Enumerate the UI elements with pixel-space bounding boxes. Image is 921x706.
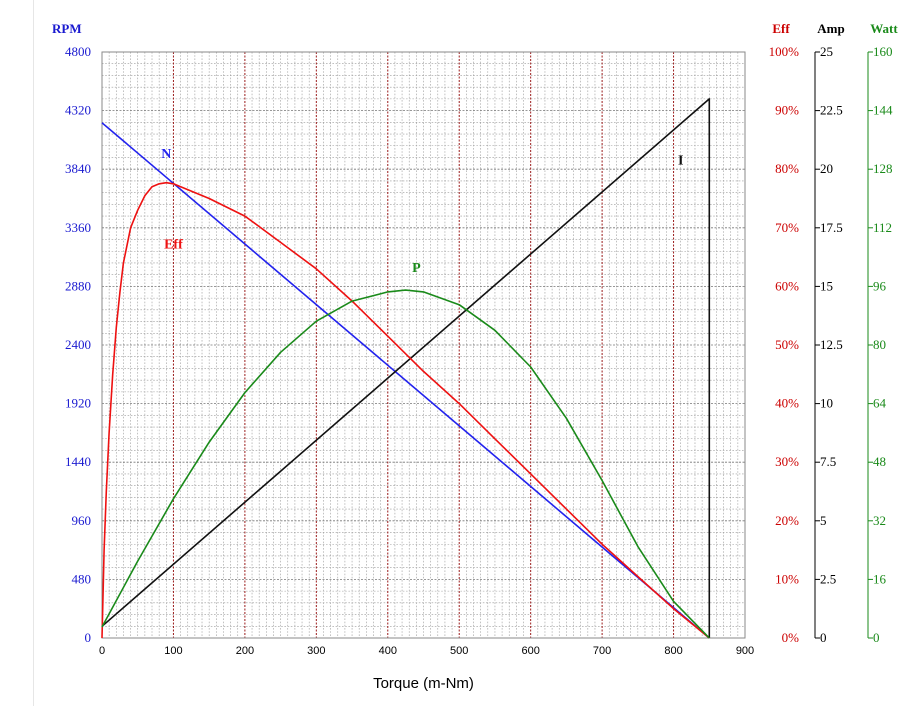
rpm-tick-label: 3840 [65,161,91,176]
x-tick-label: 100 [164,645,182,657]
page-edge-rule [33,0,34,706]
series-label-p: P [412,261,421,276]
rpm-tick-label: 4800 [65,44,91,59]
amp-axis-title: Amp [817,21,844,36]
eff-tick-label: 20% [775,513,799,528]
eff-tick-label: 0% [782,630,800,645]
series-line-i [101,98,711,638]
watt-tick-label: 32 [873,513,886,528]
amp-tick-label: 10 [820,396,833,411]
major-grid-v [172,52,675,638]
series-label-eff: Eff [164,237,183,252]
amp-tick-label: 12.5 [820,337,843,352]
amp-tick-label: 22.5 [820,103,843,118]
rpm-tick-label: 1440 [65,454,91,469]
amp-tick-label: 7.5 [820,454,836,469]
eff-tick-label: 70% [775,220,799,235]
rpm-tick-label: 960 [72,513,92,528]
series-label-n: N [161,147,171,162]
watt-tick-label: 96 [873,278,887,293]
watt-axis-title: Watt [870,21,898,36]
major-grid-h [102,110,745,580]
x-tick-label: 900 [736,645,754,657]
rpm-tick-label: 480 [72,571,92,586]
eff-tick-label: 80% [775,161,799,176]
x-tick-label: 600 [521,645,539,657]
x-tick-label: 0 [99,645,105,657]
eff-tick-label: 10% [775,571,799,586]
watt-tick-label: 80 [873,337,886,352]
rpm-tick-label: 1920 [65,396,91,411]
watt-tick-label: 64 [873,396,887,411]
x-tick-label: 500 [450,645,468,657]
watt-tick-label: 16 [873,571,887,586]
watt-tick-label: 144 [873,103,893,118]
watt-tick-label: 48 [873,454,886,469]
amp-tick-label: 0 [820,630,827,645]
eff-axis-title: Eff [772,21,790,36]
x-axis-title: Torque (m-Nm) [373,675,474,692]
minor-grid [102,52,745,638]
eff-tick-label: 50% [775,337,799,352]
amp-tick-label: 5 [820,513,827,528]
watt-tick-label: 160 [873,44,893,59]
rpm-tick-label: 4320 [65,103,91,118]
x-tick-label: 800 [664,645,682,657]
x-tick-label: 200 [236,645,254,657]
series-line-n [101,122,710,639]
eff-tick-label: 90% [775,103,799,118]
plot-border [101,51,746,639]
watt-tick-label: 112 [873,220,892,235]
eff-tick-label: 40% [775,396,799,411]
rpm-axis-title: RPM [52,21,82,36]
x-tick-label: 300 [307,645,325,657]
watt-tick-label: 128 [873,161,893,176]
x-tick-label: 700 [593,645,611,657]
amp-tick-label: 15 [820,278,833,293]
series-line-eff [101,181,710,639]
eff-tick-label: 100% [769,44,800,59]
watt-tick-label: 0 [873,630,880,645]
rpm-tick-label: 3360 [65,220,91,235]
amp-tick-label: 20 [820,161,833,176]
x-tick-label: 400 [379,645,397,657]
rpm-tick-label: 0 [85,630,92,645]
amp-tick-label: 2.5 [820,571,836,586]
eff-tick-label: 30% [775,454,799,469]
rpm-tick-label: 2880 [65,278,91,293]
series-line-p [101,289,710,639]
amp-tick-label: 25 [820,44,833,59]
amp-tick-label: 17.5 [820,220,843,235]
rpm-tick-label: 2400 [65,337,91,352]
eff-tick-label: 60% [775,278,799,293]
series-label-i: I [678,154,683,169]
